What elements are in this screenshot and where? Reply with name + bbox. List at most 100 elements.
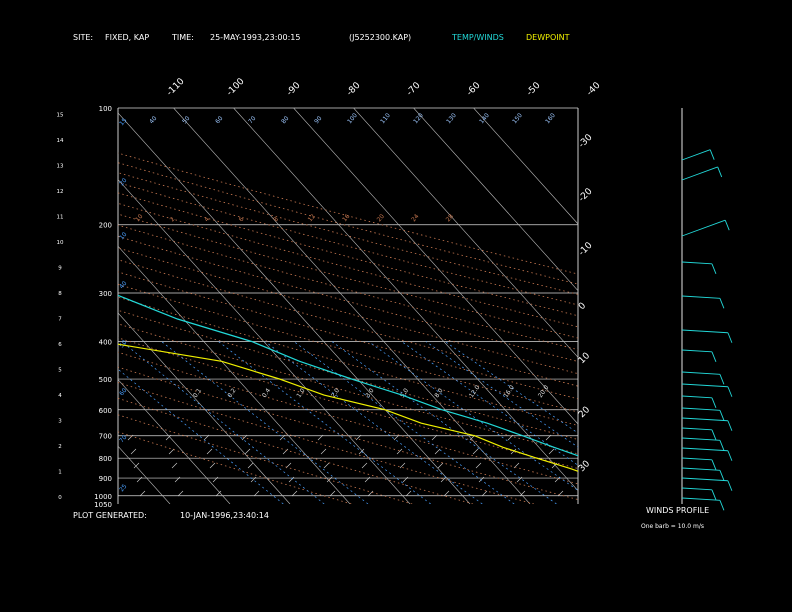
dry-adiabat-lines (118, 152, 578, 504)
top-row-label: 50 (181, 115, 191, 125)
grid-mark (481, 490, 488, 497)
wind-barb-flag (719, 470, 725, 481)
pressure-tick-300: 300 (99, 290, 112, 298)
km-tick-11: 11 (57, 215, 64, 221)
grid-mark (317, 434, 324, 441)
grid-mark (443, 490, 450, 497)
mixing-ratio-line (425, 341, 578, 448)
grid-mark (320, 448, 327, 455)
left-side-label: 15 (118, 117, 128, 127)
series-layer (118, 294, 578, 472)
km-tick-4: 4 (58, 393, 62, 399)
wind-barb-flag (719, 440, 725, 451)
dry-adiabat (118, 323, 578, 455)
mixing-ratio-label: 8.0 (433, 387, 444, 399)
grid-mark (475, 462, 482, 469)
grid-mark (165, 434, 172, 441)
right-temp-tick: 20 (577, 405, 592, 420)
isotherm--20 (118, 179, 411, 504)
wind-barb-flag (727, 450, 733, 461)
grid-mark (399, 462, 406, 469)
left-side-label: 50 (118, 339, 128, 349)
dry-adiabat (118, 152, 578, 275)
wind-barb (681, 467, 720, 471)
top-row-label: 90 (313, 115, 323, 125)
mixing-ratio-label: 0.4 (261, 387, 272, 399)
wind-barb (681, 261, 712, 265)
grid-mark (136, 476, 143, 483)
top-row-label: 120 (412, 112, 425, 125)
dry-adiabat (118, 337, 578, 469)
right-temp-tick: -10 (577, 240, 595, 258)
grid-mark (212, 476, 219, 483)
theta-label: 24 (410, 213, 420, 223)
left-side-label: 40 (118, 280, 128, 290)
wind-barb (681, 427, 712, 431)
winds-profile (681, 108, 733, 511)
grid-mark (402, 476, 409, 483)
top-temp-tick: -90 (285, 80, 303, 98)
grid-mark (203, 434, 210, 441)
km-tick-8: 8 (58, 291, 62, 297)
grid-mark (279, 434, 286, 441)
theta-label: 4 (203, 216, 211, 224)
wind-barb (681, 407, 720, 411)
top-temp-tick: -80 (345, 80, 363, 98)
dry-adiabat (118, 271, 578, 400)
dry-adiabat (118, 283, 578, 413)
grid-mark (513, 462, 520, 469)
right-temp-tick: -20 (577, 186, 595, 204)
generated-label: PLOT GENERATED: (73, 511, 147, 520)
dry-adiabat (118, 431, 352, 504)
grid-mark (396, 448, 403, 455)
grid-mark (548, 448, 555, 455)
grid-mark (367, 490, 374, 497)
wind-barb-flag (727, 420, 733, 431)
top-row-label: 140 (478, 112, 491, 125)
mixing-ratio-line (218, 341, 431, 504)
wind-barb (681, 417, 728, 422)
top-row-label: 60 (214, 115, 224, 125)
mixing-ratio-label: 0.2 (226, 387, 237, 399)
mixing-ratio-label: 16.0 (502, 384, 516, 399)
isotherm-40 (413, 108, 578, 292)
wind-barb-flag (709, 149, 715, 160)
wind-barb-flag (719, 500, 725, 511)
dry-adiabat (118, 259, 578, 387)
top-temp-tick: -100 (225, 76, 247, 98)
grid-mark (510, 448, 517, 455)
mixing-ratio-label: 5.0 (399, 387, 410, 399)
grid-mark (133, 462, 140, 469)
top-row-label: 70 (247, 115, 257, 125)
grid-mark (507, 434, 514, 441)
grid-mark (364, 476, 371, 483)
wind-barb-flag (719, 410, 725, 421)
isotherm-lines (118, 108, 578, 504)
top-temp-tick: -50 (525, 80, 543, 98)
grid-mark (291, 490, 298, 497)
km-tick-7: 7 (58, 317, 62, 323)
isotherm--30 (118, 245, 351, 504)
dewpoint-line (118, 343, 578, 472)
dry-adiabat (118, 172, 578, 295)
grid-mark (554, 476, 561, 483)
mixing-ratio-label: 20.0 (537, 384, 551, 399)
grid-mark (130, 448, 137, 455)
wind-barb (681, 329, 728, 334)
dry-adiabat (118, 296, 578, 426)
wind-barb (681, 487, 712, 491)
mixing-ratio-line (331, 341, 557, 504)
pressure-tick-700: 700 (99, 433, 112, 441)
wind-barb (681, 371, 720, 375)
pressure-tick-1050: 1050 (94, 501, 112, 509)
top-temp-tick: -60 (465, 80, 483, 98)
mixing-ratio-line (293, 341, 515, 504)
wind-barb-flag (724, 220, 730, 231)
grid-mark (329, 490, 336, 497)
grid-mark (177, 490, 184, 497)
km-tick-2: 2 (58, 444, 62, 450)
grid-mark (434, 448, 441, 455)
wind-barb (681, 219, 726, 237)
grid-mark (244, 448, 251, 455)
